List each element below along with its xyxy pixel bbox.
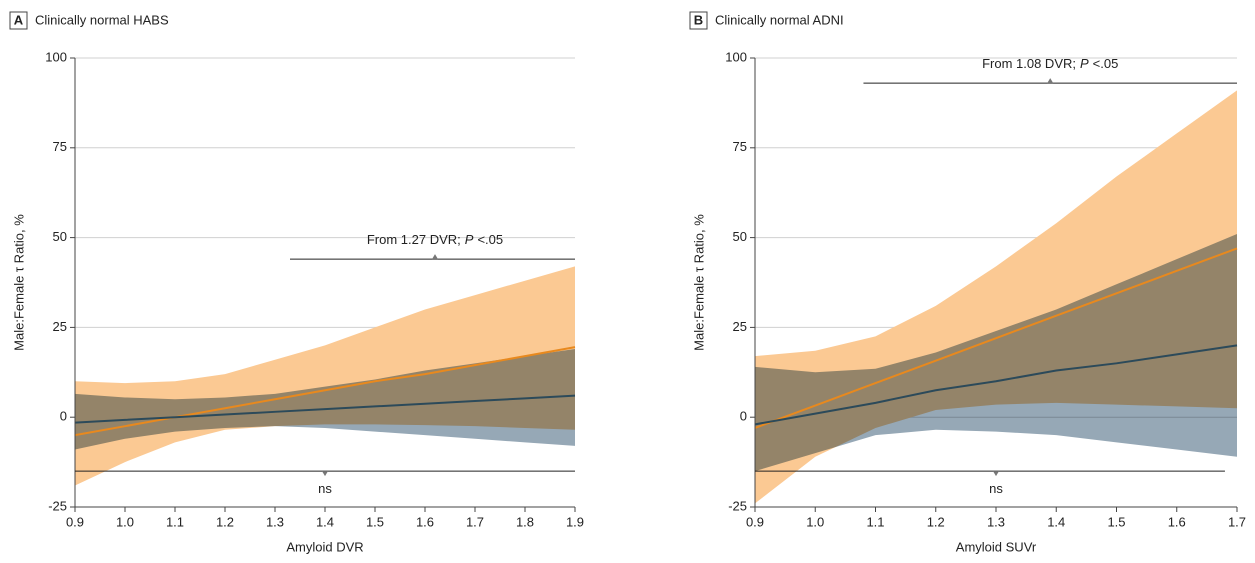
x-tick-label: 1.0 <box>116 514 134 529</box>
bracket-marker <box>993 471 999 477</box>
x-tick-label: 1.3 <box>987 514 1005 529</box>
line <box>754 247 1238 429</box>
y-tick-label: 50 <box>733 229 747 244</box>
annotation: From 1.27 DVR; P <.05 <box>367 233 503 248</box>
confidence-band <box>75 266 575 486</box>
x-tick-label: 0.9 <box>66 514 84 529</box>
x-tick-label: 1.8 <box>516 514 534 529</box>
x-tick-label: 1.7 <box>1228 514 1246 529</box>
line <box>74 346 576 437</box>
x-tick-label: 1.6 <box>416 514 434 529</box>
y-tick-label: 25 <box>53 319 67 334</box>
x-tick-label: 1.1 <box>866 514 884 529</box>
bracket-marker <box>432 254 438 260</box>
x-tick-label: 1.2 <box>927 514 945 529</box>
line <box>74 394 576 424</box>
y-tick-label: 50 <box>53 229 67 244</box>
x-tick-label: 1.9 <box>566 514 584 529</box>
y-tick-label: -25 <box>48 498 67 513</box>
panel-tag: A <box>14 12 24 27</box>
panel-tag: B <box>694 12 703 27</box>
x-axis-label: Amyloid SUVr <box>956 539 1037 554</box>
x-tick-label: 1.6 <box>1168 514 1186 529</box>
x-tick-label: 1.7 <box>466 514 484 529</box>
x-tick-label: 1.0 <box>806 514 824 529</box>
y-tick-label: 0 <box>740 409 747 424</box>
x-tick-label: 1.4 <box>1047 514 1065 529</box>
annotation: From 1.08 DVR; P <.05 <box>982 57 1118 72</box>
y-tick-label: 25 <box>733 319 747 334</box>
y-axis-label: Male:Female τ Ratio, % <box>691 214 706 351</box>
annotation: ns <box>989 482 1003 497</box>
annotation-text: From 1.27 DVR; <box>367 233 461 248</box>
annotation-p: P <box>465 233 474 248</box>
y-tick-label: 75 <box>733 139 747 154</box>
annotation: ns <box>318 482 332 497</box>
annotation-text: ns <box>989 482 1003 497</box>
y-tick-label: 0 <box>60 409 67 424</box>
annotation-text: ns <box>318 482 332 497</box>
x-tick-label: 1.1 <box>166 514 184 529</box>
panel-title: Clinically normal HABS <box>35 12 169 27</box>
x-tick-label: 1.5 <box>366 514 384 529</box>
x-tick-label: 1.5 <box>1107 514 1125 529</box>
x-tick-label: 1.3 <box>266 514 284 529</box>
y-tick-label: 100 <box>725 49 747 64</box>
panel-tag-box <box>9 11 28 30</box>
bracket-marker <box>1047 78 1054 84</box>
x-tick-label: 1.4 <box>316 514 334 529</box>
x-tick-label: 0.9 <box>746 514 764 529</box>
y-axis-label: Male:Female τ Ratio, % <box>11 214 26 351</box>
line <box>754 344 1238 426</box>
y-tick-label: -25 <box>728 498 747 513</box>
y-tick-label: 100 <box>45 49 67 64</box>
panel-title: Clinically normal ADNI <box>715 12 844 27</box>
x-tick-label: 1.2 <box>216 514 234 529</box>
confidence-band <box>75 348 575 450</box>
panel-tag-box <box>689 11 708 30</box>
annotation-rest: <.05 <box>477 233 503 248</box>
bracket-marker <box>322 471 328 477</box>
annotation-text: From 1.08 DVR; <box>982 57 1076 72</box>
annotation-p: P <box>1080 57 1089 72</box>
y-tick-label: 75 <box>53 139 67 154</box>
x-axis-label: Amyloid DVR <box>286 539 363 554</box>
annotation-rest: <.05 <box>1093 57 1119 72</box>
